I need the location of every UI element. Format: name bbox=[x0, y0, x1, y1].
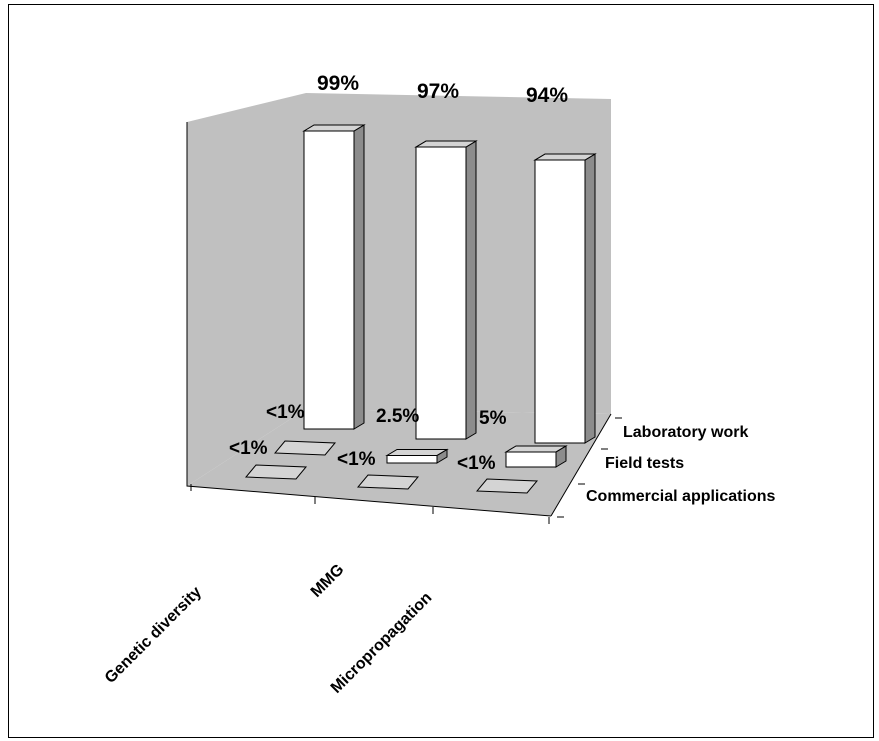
bar-field-tests-micropropagation bbox=[504, 445, 568, 468]
bar-laboratory-work-micropropagation-top bbox=[533, 153, 597, 161]
bar-laboratory-work-mmg-front bbox=[415, 146, 467, 440]
category-label-micropropagation: Micropropagation bbox=[328, 589, 436, 697]
bar-field-tests-genetic-diversity bbox=[273, 440, 337, 456]
bar-laboratory-work-genetic-diversity-front bbox=[303, 130, 355, 430]
data-label-field-tests-mmg: 2.5% bbox=[376, 406, 419, 427]
bar-field-tests-mmg bbox=[385, 448, 449, 464]
series-label-commercial-applications: Commercial applications bbox=[586, 488, 775, 505]
series-label-field-tests: Field tests bbox=[605, 455, 684, 472]
data-label-laboratory-work-micropropagation: 94% bbox=[526, 84, 568, 107]
bar-field-tests-mmg-front bbox=[386, 454, 438, 464]
category-label-mmg: MMG bbox=[308, 561, 348, 601]
bar-field-tests-micropropagation-top bbox=[504, 445, 568, 453]
data-label-laboratory-work-genetic-diversity: 99% bbox=[317, 72, 359, 95]
chart-frame: 99% 97% 94% <1% 2.5% 5% <1% <1% <1% Laboratory wo… bbox=[8, 4, 874, 738]
bar-laboratory-work-micropropagation bbox=[533, 153, 597, 444]
series-label-laboratory-work: Laboratory work bbox=[623, 424, 748, 441]
bar-laboratory-work-genetic-diversity-top bbox=[302, 124, 366, 132]
bar-laboratory-work-mmg-side bbox=[465, 140, 477, 440]
data-label-field-tests-genetic-diversity: <1% bbox=[266, 402, 305, 423]
back-wall bbox=[187, 93, 611, 486]
bar-commercial-applications-mmg bbox=[356, 474, 420, 490]
data-label-laboratory-work-mmg: 97% bbox=[417, 80, 459, 103]
bar-commercial-applications-genetic-diversity bbox=[244, 464, 308, 480]
bar-laboratory-work-mmg bbox=[414, 140, 478, 440]
bar-field-tests-mmg-top bbox=[385, 448, 449, 456]
axis-line bbox=[186, 122, 552, 517]
data-label-field-tests-micropropagation: 5% bbox=[479, 408, 507, 429]
bar-field-tests-micropropagation-front bbox=[505, 451, 557, 468]
data-label-commercial-applications-mmg: <1% bbox=[337, 449, 376, 470]
bar-laboratory-work-genetic-diversity bbox=[302, 124, 366, 430]
bar-laboratory-work-genetic-diversity-side bbox=[353, 124, 365, 430]
data-label-commercial-applications-micropropagation: <1% bbox=[457, 453, 496, 474]
bar-laboratory-work-micropropagation-side bbox=[584, 153, 596, 444]
bar-laboratory-work-micropropagation-front bbox=[534, 159, 586, 444]
chart-3d-bar: 99% 97% 94% <1% 2.5% 5% <1% <1% <1% Laboratory wo… bbox=[102, 72, 776, 697]
bar-commercial-applications-micropropagation bbox=[475, 478, 539, 494]
category-label-genetic-diversity: Genetic diversity bbox=[102, 584, 205, 687]
depth-axis-line bbox=[550, 413, 612, 517]
data-label-commercial-applications-genetic-diversity: <1% bbox=[229, 438, 268, 459]
bar-laboratory-work-mmg-top bbox=[414, 140, 478, 148]
